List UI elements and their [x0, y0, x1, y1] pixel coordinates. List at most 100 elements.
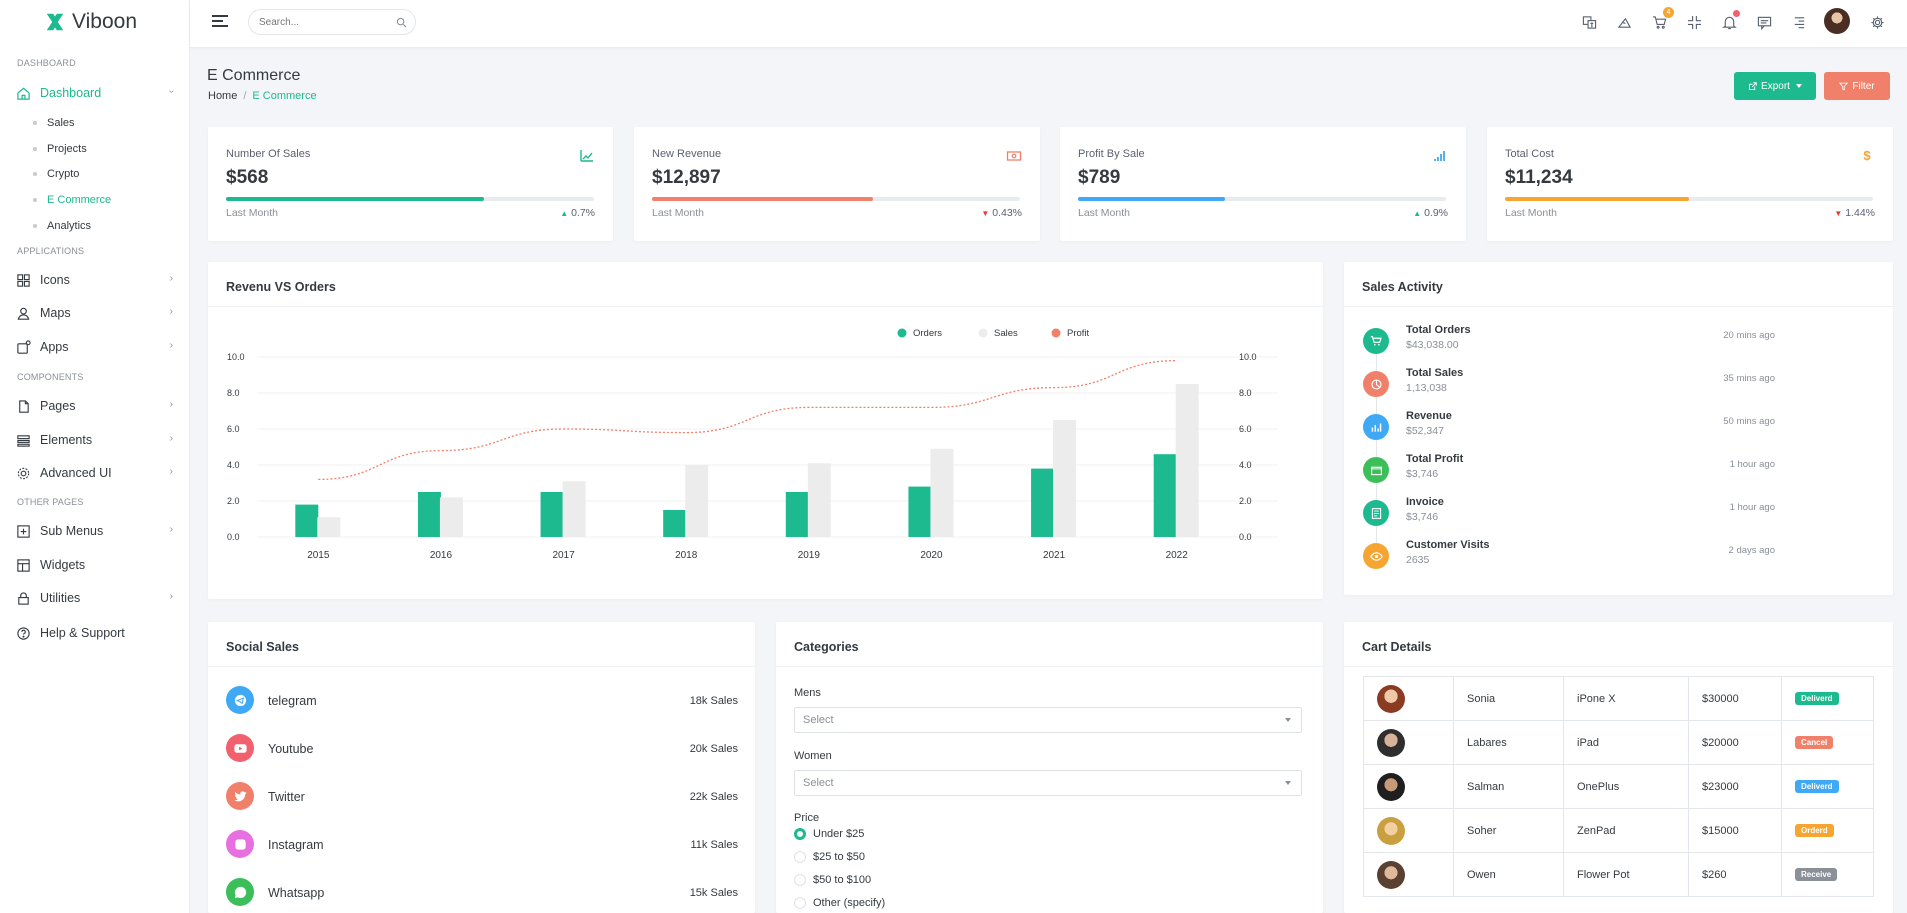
social-item-twitter[interactable]: Twitter 22k Sales — [226, 782, 738, 812]
activity-time: 50 mins ago — [1723, 416, 1775, 427]
bar-orders[interactable] — [1031, 468, 1055, 537]
eye-icon — [1363, 543, 1389, 569]
filter-button[interactable]: Filter — [1824, 72, 1890, 100]
search-icon[interactable] — [396, 17, 407, 28]
filter-label: Filter — [1852, 80, 1875, 92]
card-divider — [776, 666, 1323, 667]
caret-down-icon — [1285, 781, 1291, 785]
sidebar-item-advanced-ui[interactable]: Advanced UI › — [15, 462, 175, 484]
bar-sales[interactable] — [562, 481, 586, 537]
table-row[interactable]: Soher ZenPad $15000 Orderd — [1363, 808, 1874, 853]
x-tick-label: 2019 — [798, 550, 821, 561]
table-row[interactable]: Sonia iPone X $30000 Deliverd — [1363, 676, 1874, 721]
align-right-icon[interactable] — [1790, 13, 1808, 31]
translate-icon[interactable] — [1580, 13, 1598, 31]
table-row[interactable]: Labares iPad $20000 Cancel — [1363, 720, 1874, 765]
fullscreen-exit-icon[interactable] — [1685, 13, 1703, 31]
legend-label[interactable]: Orders — [913, 328, 942, 339]
radio-button[interactable] — [794, 828, 806, 840]
sidebar-sub-analytics[interactable]: Analytics — [33, 220, 91, 232]
sidebar-sub-sales[interactable]: Sales — [33, 117, 75, 129]
user-avatar[interactable] — [1824, 8, 1850, 34]
sidebar-item-label: Icons — [40, 273, 70, 287]
stat-value: $789 — [1078, 167, 1121, 188]
x-tick-label: 2021 — [1043, 550, 1066, 561]
table-row[interactable]: Salman OnePlus $23000 Deliverd — [1363, 764, 1874, 809]
price-radio-25-50[interactable]: $25 to $50 — [794, 851, 865, 863]
brand-logo[interactable]: Viboon — [44, 10, 137, 34]
youtube-icon — [226, 734, 254, 762]
social-item-whatsapp[interactable]: Whatsapp 15k Sales — [226, 878, 738, 908]
pie-chart-icon — [1363, 371, 1389, 397]
search-input[interactable] — [259, 16, 379, 28]
sidebar-item-maps[interactable]: Maps › — [15, 302, 175, 324]
social-item-youtube[interactable]: Youtube 20k Sales — [226, 734, 738, 764]
bar-sales[interactable] — [930, 448, 954, 537]
sidebar-item-apps[interactable]: Apps › — [15, 336, 175, 358]
stat-card-profit: Profit By Sale $789 Last Month ▲ 0.9% — [1060, 127, 1466, 241]
legend-label[interactable]: Sales — [994, 328, 1018, 339]
bar-orders[interactable] — [785, 492, 809, 537]
sidebar-item-utilities[interactable]: Utilities › — [15, 587, 175, 609]
radio-button[interactable] — [794, 897, 806, 909]
cart-product: Flower Pot — [1563, 852, 1689, 897]
sidebar-item-pages[interactable]: Pages › — [15, 395, 175, 417]
price-radio-50-100[interactable]: $50 to $100 — [794, 874, 871, 886]
sidebar-item-help[interactable]: Help & Support — [15, 622, 175, 644]
sidebar-item-label: Sub Menus — [40, 524, 104, 538]
menu-toggle-icon[interactable] — [212, 15, 228, 27]
stat-progress — [1505, 197, 1873, 201]
bar-sales[interactable] — [1053, 420, 1077, 537]
mens-select[interactable]: Select — [794, 707, 1302, 733]
table-row[interactable]: Owen Flower Pot $260 Receive — [1363, 852, 1874, 897]
radio-button[interactable] — [794, 874, 806, 886]
breadcrumb-home[interactable]: Home — [208, 90, 238, 102]
legend-label[interactable]: Profit — [1067, 328, 1090, 339]
line-profit[interactable] — [318, 359, 1177, 481]
bullet-icon — [33, 198, 37, 202]
sidebar-item-elements[interactable]: Elements › — [15, 429, 175, 451]
women-select[interactable]: Select — [794, 770, 1302, 796]
sidebar-item-dashboard[interactable]: Dashboard › — [15, 82, 177, 104]
sidebar-item-sub-menus[interactable]: Sub Menus › — [15, 520, 175, 542]
bar-orders[interactable] — [908, 486, 932, 537]
bell-icon[interactable] — [1720, 10, 1740, 31]
sidebar-sub-crypto[interactable]: Crypto — [33, 168, 79, 180]
social-item-telegram[interactable]: telegram 18k Sales — [226, 686, 738, 716]
radio-button[interactable] — [794, 851, 806, 863]
social-item-instagram[interactable]: Instagram 11k Sales — [226, 830, 738, 860]
x-tick-label: 2016 — [430, 550, 453, 561]
cart-name: Salman — [1453, 764, 1564, 809]
price-radio-other[interactable]: Other (specify) — [794, 897, 885, 909]
activity-item: Total Profit $3,746 1 hour ago — [1363, 453, 1775, 493]
search-box[interactable] — [248, 9, 416, 35]
bar-orders[interactable] — [540, 492, 564, 537]
chevron-right-icon: › — [169, 524, 173, 535]
bar-orders[interactable] — [1153, 454, 1177, 537]
sidebar-item-widgets[interactable]: Widgets — [15, 554, 175, 576]
bar-sales[interactable] — [317, 517, 341, 537]
cart-product: ZenPad — [1563, 808, 1689, 853]
avatar — [1377, 816, 1405, 845]
bar-sales[interactable] — [1175, 384, 1199, 537]
sidebar-sub-ecommerce[interactable]: E Commerce — [33, 194, 111, 206]
cart-icon[interactable]: 4 — [1650, 7, 1674, 31]
message-icon[interactable] — [1755, 13, 1773, 31]
bar-orders[interactable] — [417, 492, 441, 537]
sidebar-item-icons[interactable]: Icons › — [15, 269, 175, 291]
filter-icon — [1839, 82, 1849, 91]
price-radio-under-25[interactable]: Under $25 — [794, 828, 864, 840]
stat-value: $12,897 — [652, 167, 721, 188]
settings-icon[interactable] — [1868, 13, 1886, 31]
sidebar-sub-projects[interactable]: Projects — [33, 143, 87, 155]
bar-orders[interactable] — [663, 510, 687, 537]
bar-sales[interactable] — [807, 463, 831, 537]
export-button[interactable]: Export — [1734, 72, 1816, 100]
bar-sales[interactable] — [685, 465, 709, 537]
bar-orders[interactable] — [295, 504, 319, 537]
external-link-icon — [1749, 81, 1757, 90]
cart-price: $23000 — [1688, 764, 1782, 809]
theme-icon[interactable] — [1615, 13, 1633, 31]
bar-sales[interactable] — [439, 497, 463, 537]
chevron-right-icon: › — [169, 340, 173, 351]
